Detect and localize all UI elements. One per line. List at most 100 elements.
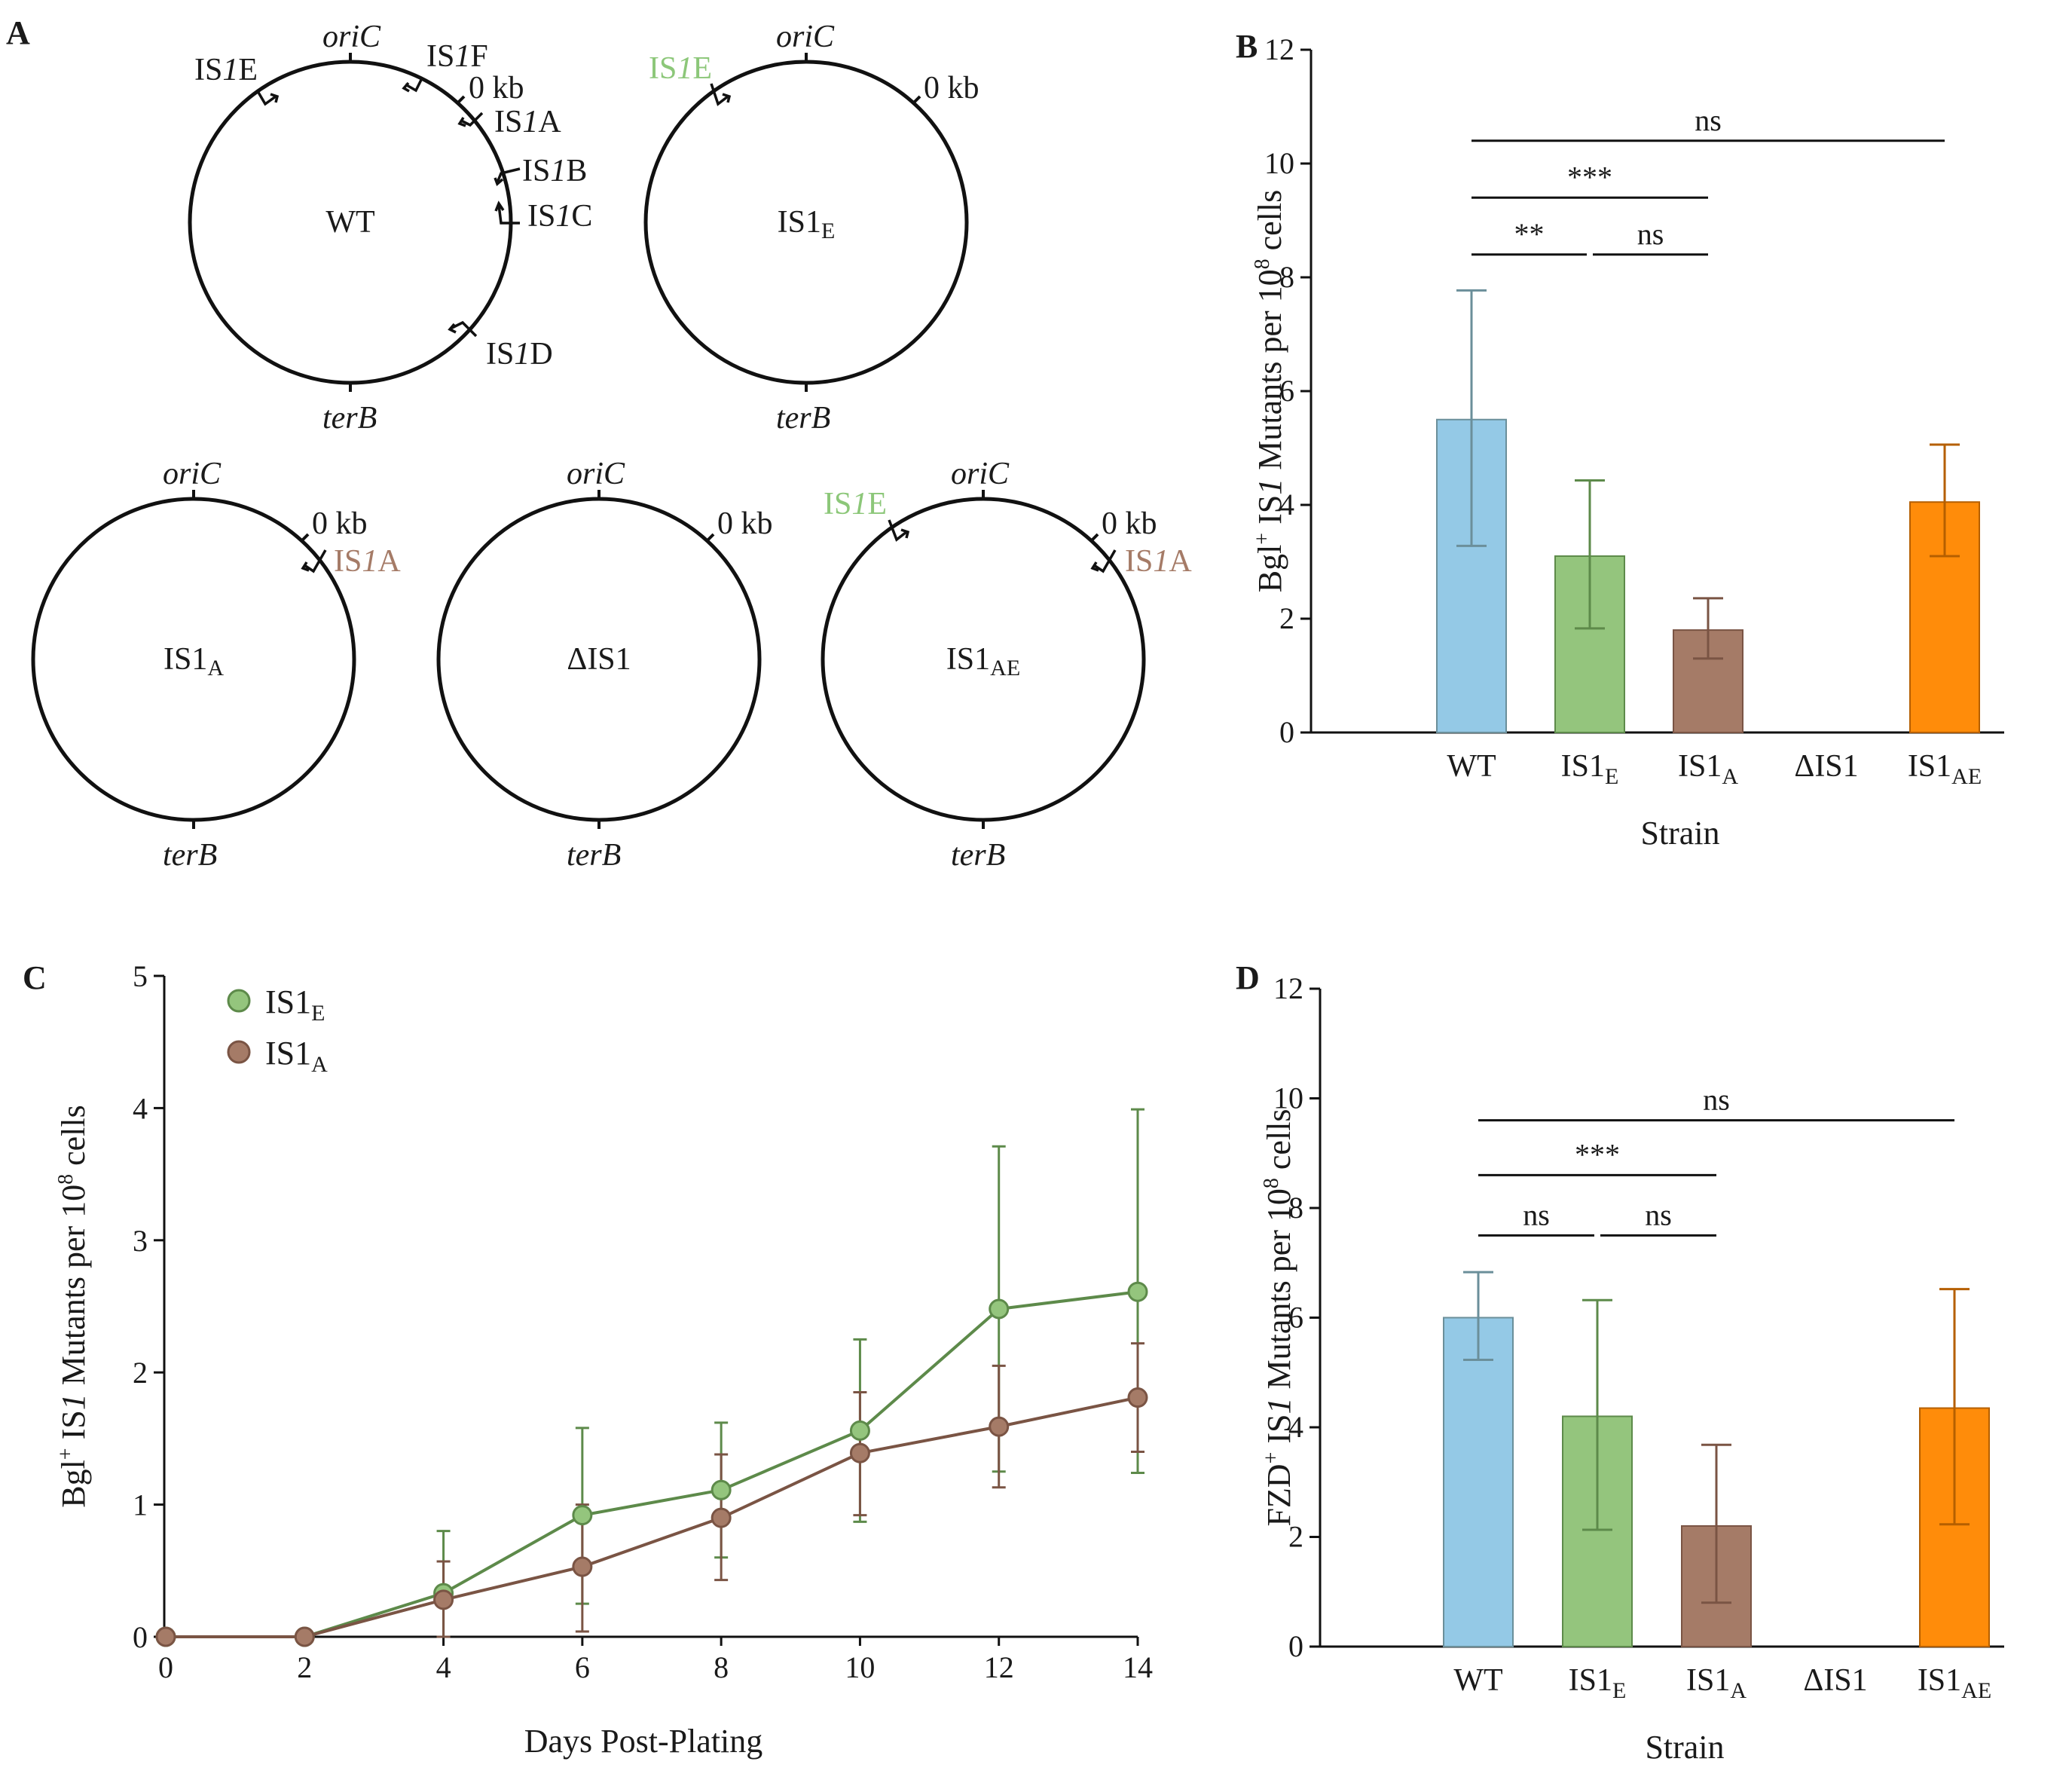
y-tick-label: 6 bbox=[1288, 1301, 1303, 1335]
data-point-IS1A bbox=[294, 1626, 315, 1647]
panel-d-bar-chart: D 0 2 4 6 8 10 12 WT IS1E IS1A ΔIS1 IS1AE ns *** ns ns S… bbox=[1236, 959, 2004, 1766]
y-tick-label: 2 bbox=[1279, 601, 1294, 635]
ter-label: terB bbox=[776, 401, 830, 436]
y-tick-label: 5 bbox=[133, 959, 148, 993]
is1e-marker: IS1E bbox=[649, 51, 732, 106]
x-category-label: IS1AE bbox=[1908, 749, 1982, 789]
x-tick-label: 0 bbox=[158, 1650, 173, 1684]
data-point-IS1A bbox=[433, 1589, 454, 1610]
kb-tick bbox=[705, 533, 715, 543]
x-category-label: ΔIS1 bbox=[1794, 749, 1858, 784]
y-tick-label: 10 bbox=[1264, 146, 1294, 180]
x-tick-label: 10 bbox=[845, 1650, 875, 1684]
map-center-label: ΔIS1 bbox=[567, 642, 631, 677]
y-tick-label: 8 bbox=[1288, 1191, 1303, 1225]
is1a-marker: IS1A bbox=[457, 105, 561, 139]
y-tick-label: 12 bbox=[1273, 971, 1303, 1005]
ori-label: oriC bbox=[163, 457, 222, 491]
is1a-label: IS1A bbox=[334, 544, 401, 579]
panel-c-label: C bbox=[23, 959, 47, 996]
significance-label: ** bbox=[1514, 217, 1545, 251]
data-point-IS1A bbox=[849, 1442, 870, 1463]
kb-label: 0 kb bbox=[717, 506, 773, 541]
y-tick-label: 2 bbox=[1288, 1520, 1303, 1554]
legend-label: IS1E bbox=[265, 983, 325, 1026]
data-point-IS1E bbox=[849, 1420, 870, 1441]
ter-label: terB bbox=[567, 838, 621, 873]
is1c-marker: IS1C bbox=[494, 199, 592, 234]
y-tick-label: 0 bbox=[1279, 715, 1294, 749]
kb-tick bbox=[300, 533, 310, 543]
chromosome-map-delta-is1: oriC terB ΔIS1 0 kb bbox=[436, 457, 773, 873]
map-center-label: WT bbox=[325, 205, 374, 240]
ter-label: terB bbox=[951, 838, 1005, 873]
data-point-IS1E bbox=[989, 1298, 1010, 1320]
panel-a-label: A bbox=[6, 14, 30, 51]
panel-a: A oriC terB WT 0 kb IS1E IS1F IS1A bbox=[6, 14, 1192, 873]
y-tick-label: 4 bbox=[1279, 488, 1294, 521]
map-center-label: IS1A bbox=[163, 642, 224, 680]
map-center-label: IS1AE bbox=[946, 642, 1020, 680]
chromosome-map-is1e: oriC terB IS1E 0 kb IS1E bbox=[643, 20, 979, 436]
is1d-label: IS1D bbox=[486, 337, 553, 372]
ori-label: oriC bbox=[776, 20, 835, 54]
is1b-marker: IS1B bbox=[494, 154, 587, 188]
is1e-label: IS1E bbox=[824, 487, 887, 521]
kb-label: 0 kb bbox=[924, 71, 979, 106]
y-tick-label: 4 bbox=[133, 1091, 148, 1125]
x-axis-title: Strain bbox=[1640, 815, 1719, 852]
series-line-IS1A bbox=[166, 1396, 1138, 1638]
data-point-IS1A bbox=[155, 1626, 176, 1647]
data-point-IS1E bbox=[1127, 1281, 1148, 1302]
y-axis-title: FZD+ IS1 Mutants per 108 cells bbox=[1260, 1109, 1297, 1526]
x-tick-label: 2 bbox=[297, 1650, 312, 1684]
y-tick-label: 0 bbox=[1288, 1629, 1303, 1663]
ori-label: oriC bbox=[951, 457, 1010, 491]
x-category-label: IS1E bbox=[1561, 749, 1619, 789]
significance-label: *** bbox=[1567, 160, 1612, 194]
is1c-label: IS1C bbox=[527, 199, 592, 234]
is1a-marker: IS1A bbox=[1090, 544, 1192, 579]
is1e-marker: IS1E bbox=[824, 487, 910, 542]
y-tick-label: 0 bbox=[133, 1620, 148, 1654]
y-tick-label: 3 bbox=[133, 1224, 148, 1258]
panel-b-label: B bbox=[1236, 28, 1258, 65]
y-tick-label: 4 bbox=[1288, 1410, 1303, 1444]
data-point-IS1A bbox=[1127, 1387, 1148, 1408]
y-axis-title: Bgl+ IS1 Mutants per 108 cells bbox=[54, 1105, 92, 1508]
data-point-IS1A bbox=[989, 1416, 1010, 1437]
y-tick-label: 1 bbox=[133, 1488, 148, 1522]
significance-label: ns bbox=[1695, 103, 1722, 137]
ori-label: oriC bbox=[567, 457, 625, 491]
y-tick-label: 10 bbox=[1273, 1081, 1303, 1115]
x-category-label: WT bbox=[1453, 1663, 1502, 1698]
is1a-label: IS1A bbox=[494, 105, 561, 139]
significance-label: *** bbox=[1575, 1137, 1620, 1171]
x-category-label: WT bbox=[1447, 749, 1496, 784]
is1e-marker: IS1E bbox=[194, 53, 280, 106]
significance-label: ns bbox=[1645, 1197, 1672, 1231]
legend-label: IS1A bbox=[265, 1035, 328, 1077]
x-tick-label: 8 bbox=[714, 1650, 729, 1684]
kb-tick bbox=[912, 95, 921, 105]
map-center-label: IS1E bbox=[778, 205, 836, 243]
kb-tick bbox=[456, 95, 466, 105]
x-category-label: IS1A bbox=[1686, 1663, 1747, 1703]
y-tick-label: 12 bbox=[1264, 32, 1294, 66]
y-tick-label: 6 bbox=[1279, 374, 1294, 408]
kb-label: 0 kb bbox=[1102, 506, 1157, 541]
panel-d-label: D bbox=[1236, 959, 1260, 996]
significance-label: ns bbox=[1703, 1083, 1730, 1117]
significance-label: ns bbox=[1523, 1197, 1550, 1231]
ori-label: oriC bbox=[322, 20, 381, 54]
is1f-marker: IS1F bbox=[402, 39, 488, 93]
x-category-label: IS1A bbox=[1678, 749, 1738, 789]
x-tick-label: 12 bbox=[984, 1650, 1014, 1684]
series-line-IS1E bbox=[166, 1290, 1138, 1638]
is1e-label: IS1E bbox=[194, 53, 258, 87]
x-category-label: IS1AE bbox=[1918, 1663, 1991, 1703]
chromosome-map-is1a: oriC terB IS1A 0 kb IS1A bbox=[31, 457, 401, 873]
